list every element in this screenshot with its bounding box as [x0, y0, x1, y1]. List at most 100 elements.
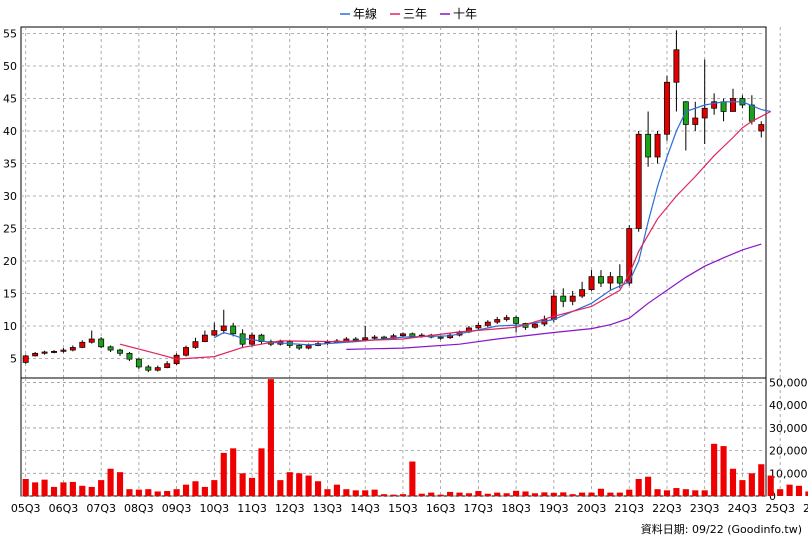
candle-body	[22, 355, 29, 363]
volume-bar	[786, 484, 793, 496]
price-tick-label: 25	[3, 223, 17, 236]
x-tick-label: 23Q3	[690, 502, 720, 515]
candle-body	[569, 295, 576, 302]
volume-bar	[50, 486, 58, 496]
price-tick-label: 45	[3, 93, 17, 106]
x-tick-label: 22Q3	[652, 502, 682, 515]
volume-bar	[211, 480, 218, 496]
volume-tick-label: 30,000	[769, 422, 808, 435]
volume-frame	[20, 377, 767, 497]
volume-bar	[286, 472, 293, 496]
legend-label: 三年	[403, 7, 427, 21]
volume-bar	[154, 491, 161, 496]
volume-bar	[126, 489, 133, 496]
candle-body	[758, 124, 765, 132]
volume-tick-label: 0	[769, 490, 776, 503]
candle-body	[645, 133, 652, 158]
legend-label: 十年	[453, 7, 477, 21]
ma-line-3	[346, 243, 762, 350]
candle-body	[352, 338, 359, 341]
volume-bar	[239, 473, 246, 496]
volume-bar	[324, 489, 331, 496]
candle-body	[513, 317, 520, 324]
volume-bar	[777, 489, 784, 496]
volume-bar	[88, 486, 95, 496]
volume-bar	[107, 468, 114, 496]
volume-bar	[522, 491, 529, 496]
volume-tick-label: 20,000	[769, 445, 808, 458]
volume-bar	[739, 480, 746, 496]
candle-body	[145, 366, 152, 371]
volume-bar	[456, 492, 463, 496]
volume-bar	[333, 484, 340, 496]
volume-tick-label: 50,000	[769, 377, 808, 390]
volume-bar	[296, 473, 303, 496]
candle-body	[192, 341, 199, 348]
x-tick-label: 21Q3	[614, 502, 644, 515]
volume-bar	[116, 472, 124, 496]
x-tick-label: 05Q3	[11, 502, 41, 515]
candle-body	[211, 330, 218, 336]
volume-panel: 0 10,000 20,000 30,000 40,000 50,000	[20, 377, 808, 503]
price-tick-label: 35	[3, 158, 17, 171]
volume-bar	[748, 473, 755, 496]
price-tick-label: 15	[3, 288, 17, 301]
candle-body	[635, 133, 642, 229]
volume-bar	[447, 491, 454, 496]
volume-bar	[314, 481, 322, 496]
volume-bar	[711, 443, 718, 496]
candle-body	[503, 317, 510, 320]
candle-body	[692, 117, 699, 125]
candle-body	[711, 101, 718, 109]
volume-bar	[767, 475, 774, 496]
x-tick-label: 10Q3	[199, 502, 229, 515]
candle-body	[154, 367, 161, 371]
candle-body	[437, 336, 444, 339]
price-tick-label: 10	[3, 320, 17, 333]
candle-body	[305, 345, 312, 349]
volume-bar	[135, 489, 142, 496]
volume-bar	[381, 494, 388, 496]
candle-body	[69, 347, 76, 351]
legend-label: 年線	[353, 6, 377, 21]
volume-bar	[399, 494, 406, 496]
x-tick-label: 14Q3	[350, 502, 380, 515]
candle-body	[164, 363, 171, 368]
data-date-label: 資料日期: 09/22 (Goodinfo.tw)	[640, 523, 802, 536]
volume-bar	[362, 490, 369, 496]
x-tick-label: 25Q3	[765, 502, 795, 515]
volume-bar	[79, 485, 86, 496]
ma-line-1	[214, 101, 771, 346]
candle-body	[484, 321, 491, 326]
candle-body	[230, 325, 237, 335]
candle-body	[98, 338, 105, 348]
x-tick-label: 17Q3	[464, 502, 494, 515]
volume-bar	[626, 489, 633, 496]
volume-bar	[390, 494, 397, 496]
candle-body	[560, 295, 567, 302]
volume-bar	[484, 493, 491, 496]
volume-bar	[720, 446, 727, 496]
volume-bar	[682, 489, 689, 496]
volume-bar	[494, 492, 501, 496]
candle-body	[664, 81, 670, 135]
x-tick-label: 18Q3	[501, 502, 531, 515]
volume-bar	[541, 492, 548, 496]
volume-bar	[597, 488, 605, 496]
candle-body	[79, 341, 86, 348]
volume-bar	[663, 490, 671, 496]
x-tick-label: 16Q3	[426, 502, 456, 515]
volume-bar	[277, 480, 284, 496]
volume-tick-label: 40,000	[769, 399, 808, 412]
volume-bar	[692, 490, 699, 496]
price-tick-label: 40	[3, 125, 17, 138]
volume-bar	[305, 475, 312, 496]
volume-bar	[164, 491, 171, 496]
x-tick-label: 06Q3	[49, 502, 79, 515]
volume-bar	[409, 461, 416, 496]
price-tick-label: 5	[10, 353, 17, 366]
candle-body	[654, 133, 661, 158]
candle-body	[135, 358, 142, 368]
price-frame	[20, 26, 767, 379]
